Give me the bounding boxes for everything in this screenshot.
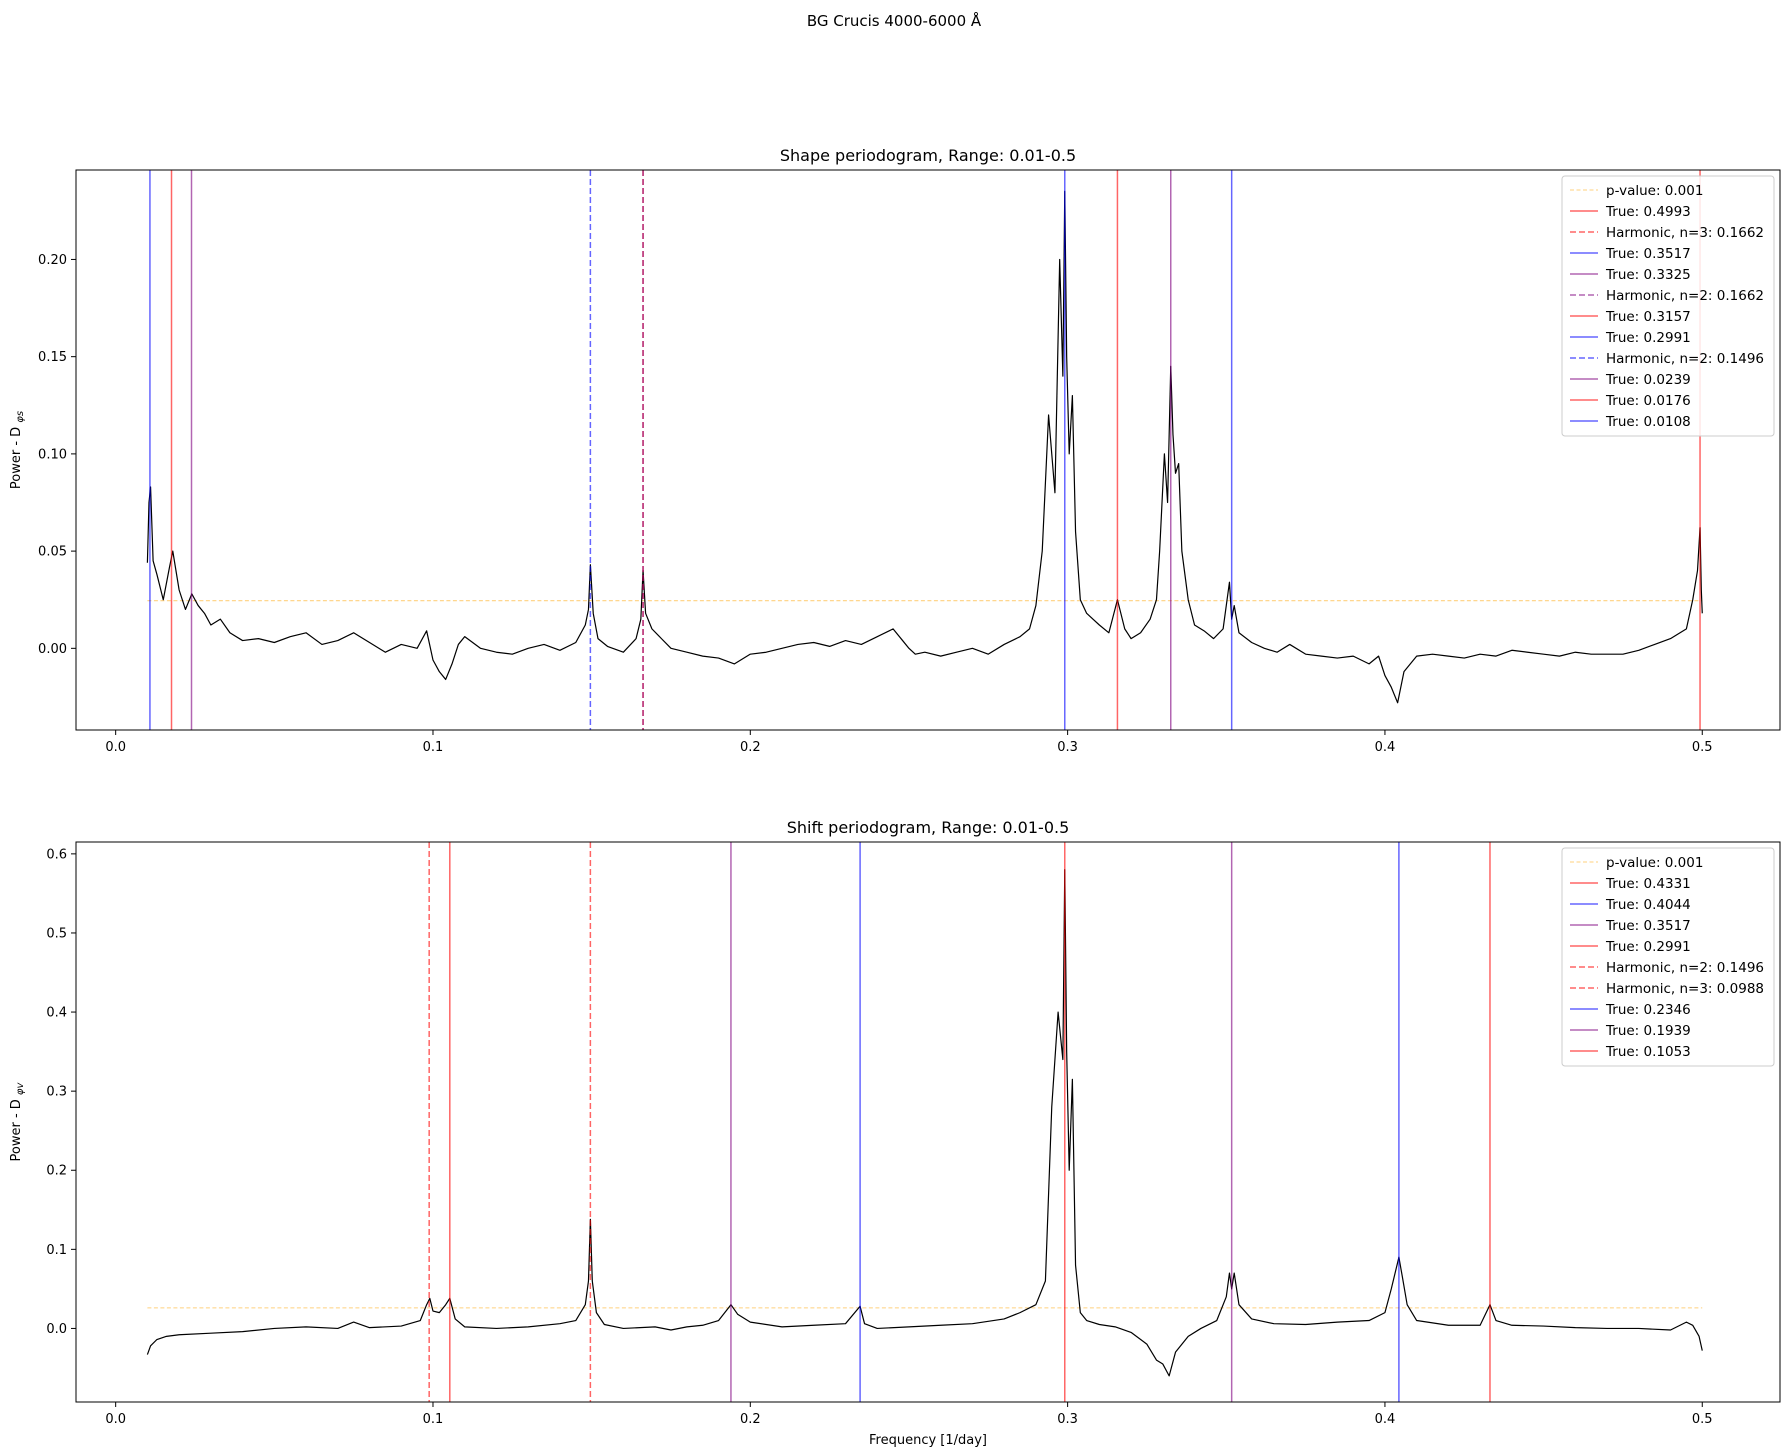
legend-entry-label: True: 0.3157 (1605, 309, 1691, 325)
x-tick-label: 0.1 (423, 740, 444, 755)
legend-entry-label: Harmonic, n=3: 0.1662 (1606, 225, 1764, 241)
x-axis-label: Frequency [1/day] (869, 1433, 987, 1448)
y-tick-label: 0.15 (38, 350, 67, 365)
legend-entry-label: p-value: 0.001 (1606, 855, 1703, 871)
legend-entry-label: True: 0.2346 (1605, 1002, 1691, 1018)
legend-entry-label: Harmonic, n=3: 0.0988 (1606, 981, 1764, 997)
x-tick-label: 0.4 (1375, 1412, 1396, 1427)
legend-entry-label: Harmonic, n=2: 0.1662 (1606, 288, 1764, 304)
plot-area (146, 842, 1703, 1402)
legend-entry-label: True: 0.3517 (1605, 918, 1691, 934)
series-line-0 (146, 869, 1703, 1377)
x-tick-label: 0.4 (1375, 740, 1396, 755)
legend-entry-label: True: 0.2991 (1605, 939, 1691, 955)
x-tick-label: 0.2 (740, 1412, 761, 1427)
shift-periodogram-panel: Shift periodogram, Range: 0.01-0.5 0.0 0.1… (9, 818, 1781, 1448)
x-tick-label: 0.0 (105, 740, 126, 755)
x-tick-label: 0.2 (740, 740, 761, 755)
axes-frame (75, 841, 1781, 1403)
series-line-0 (146, 190, 1703, 704)
legend-entry-label: Harmonic, n=2: 0.1496 (1606, 351, 1764, 367)
chart-title: Shape periodogram, Range: 0.01-0.5 (780, 146, 1076, 165)
y-tick-label: 0.00 (38, 642, 67, 657)
legend-entry-label: True: 0.1939 (1605, 1023, 1691, 1039)
plot-area (146, 170, 1703, 730)
legend-entry-label: p-value: 0.001 (1606, 183, 1703, 199)
x-tick-label: 0.1 (423, 1412, 444, 1427)
x-tick-label: 0.5 (1692, 740, 1713, 755)
legend-entry-label: True: 0.2991 (1605, 330, 1691, 346)
y-tick-label: 0.05 (38, 545, 67, 560)
legend-box (1561, 847, 1775, 1067)
legend-entry-label: True: 0.3325 (1605, 267, 1691, 283)
y-tick-label: 0.3 (46, 1085, 67, 1100)
legend-entry-label: True: 0.1053 (1605, 1044, 1691, 1060)
legend-entry-label: Harmonic, n=2: 0.1496 (1606, 960, 1764, 976)
legend-entry-label: True: 0.4993 (1605, 204, 1691, 220)
y-axis-label: Power - D φv (9, 1081, 26, 1161)
legend-box (1561, 175, 1775, 437)
x-tick-label: 0.5 (1692, 1412, 1713, 1427)
y-tick-label: 0.1 (46, 1243, 67, 1258)
x-tick-label: 0.3 (1057, 740, 1078, 755)
x-tick-label: 0.3 (1057, 1412, 1078, 1427)
shape-periodogram-panel: Shape periodogram, Range: 0.01-0.5 0.0 0.1… (9, 146, 1781, 755)
figure-suptitle: BG Crucis 4000-6000 Å (807, 11, 982, 30)
legend-entry-label: True: 0.0108 (1605, 414, 1691, 430)
y-tick-label: 0.2 (46, 1164, 67, 1179)
legend-entry-label: True: 0.0176 (1605, 393, 1691, 409)
y-tick-label: 0.6 (46, 847, 67, 862)
y-tick-label: 0.0 (46, 1322, 67, 1337)
legend-entry-label: True: 0.4044 (1605, 897, 1691, 913)
y-tick-label: 0.4 (46, 1006, 67, 1021)
legend-entry-label: True: 0.4331 (1605, 876, 1691, 892)
legend-entry-label: True: 0.3517 (1605, 246, 1691, 262)
chart-title: Shift periodogram, Range: 0.01-0.5 (787, 818, 1070, 837)
y-tick-label: 0.5 (46, 926, 67, 941)
legend-entry-label: True: 0.0239 (1605, 372, 1691, 388)
axes-frame (75, 169, 1781, 731)
y-tick-label: 0.10 (38, 447, 67, 462)
y-tick-label: 0.20 (38, 253, 67, 268)
y-axis-label: Power - D φs (9, 411, 26, 489)
x-tick-label: 0.0 (105, 1412, 126, 1427)
